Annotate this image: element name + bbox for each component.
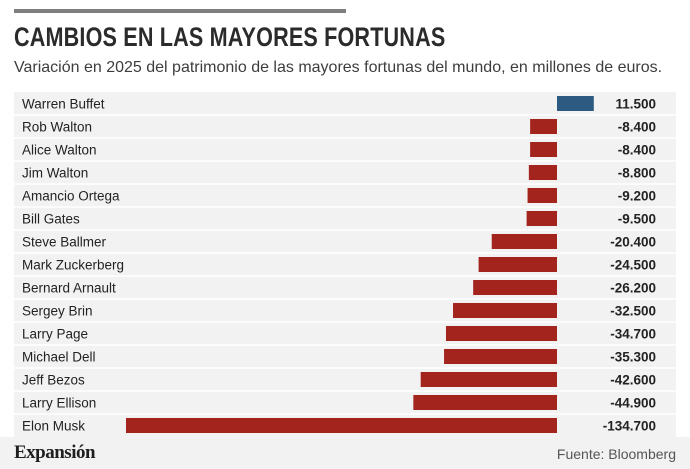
value-label: -9.500 <box>618 212 656 227</box>
bar-elon-musk <box>126 418 557 433</box>
category-label: Elon Musk <box>22 419 85 434</box>
bar-jim-walton <box>528 165 557 180</box>
category-label: Alice Walton <box>22 143 97 158</box>
chart-title: CAMBIOS EN LAS MAYORES FORTUNAS <box>14 22 446 52</box>
value-label: -42.600 <box>610 373 656 388</box>
value-label: -34.700 <box>610 327 656 342</box>
value-label: -20.400 <box>610 235 656 250</box>
value-label: -26.200 <box>610 281 656 296</box>
value-label: -24.500 <box>610 258 656 273</box>
value-label: -32.500 <box>610 304 656 319</box>
value-label: -8.800 <box>618 166 656 181</box>
category-label: Jim Walton <box>22 166 88 181</box>
value-label: -44.900 <box>610 396 656 411</box>
bar-rob-walton <box>530 119 557 134</box>
category-label: Jeff Bezos <box>22 373 85 388</box>
category-label: Bill Gates <box>22 212 80 227</box>
bar-alice-walton <box>530 142 557 157</box>
bar-bill-gates <box>526 211 557 226</box>
bar-steve-ballmer <box>491 234 557 249</box>
bar-larry-page <box>445 326 557 341</box>
bar-larry-ellison <box>413 395 557 410</box>
category-label: Larry Ellison <box>22 396 96 411</box>
chart-subtitle: Variación en 2025 del patrimonio de las … <box>14 59 663 76</box>
bar-amancio-ortega <box>527 188 557 203</box>
chart-area: Warren Buffet 11.500 Rob Walton -8.400 Alice… <box>14 92 676 437</box>
category-label: Sergey Brin <box>22 304 93 319</box>
brand-logo: Expansión <box>14 442 96 463</box>
bar-michael-dell <box>444 349 557 364</box>
category-label: Warren Buffet <box>22 97 105 112</box>
category-label: Steve Ballmer <box>22 235 107 250</box>
value-label: -9.200 <box>618 189 656 204</box>
category-label: Michael Dell <box>22 350 96 365</box>
category-label: Larry Page <box>22 327 88 342</box>
bar-chart: Warren Buffet 11.500 Rob Walton -8.400 Alice… <box>14 96 676 434</box>
bar-sergey-brin <box>453 303 557 318</box>
category-label: Amancio Ortega <box>22 189 120 204</box>
category-label: Bernard Arnault <box>22 281 116 296</box>
footer-band <box>0 437 690 469</box>
value-label: 11.500 <box>615 97 656 112</box>
value-label: -8.400 <box>618 143 656 158</box>
category-label: Mark Zuckerberg <box>22 258 124 273</box>
source-note: Fuente: Bloomberg <box>556 446 676 462</box>
bar-bernard-arnault <box>473 280 557 295</box>
bar-jeff-bezos <box>420 372 557 387</box>
value-label: -134.700 <box>603 419 656 434</box>
category-label: Rob Walton <box>22 120 92 135</box>
value-label: -8.400 <box>618 120 656 135</box>
header-rule <box>14 9 346 13</box>
bar-warren-buffet <box>557 96 594 111</box>
bar-mark-zuckerberg <box>478 257 557 272</box>
value-label: -35.300 <box>610 350 656 365</box>
